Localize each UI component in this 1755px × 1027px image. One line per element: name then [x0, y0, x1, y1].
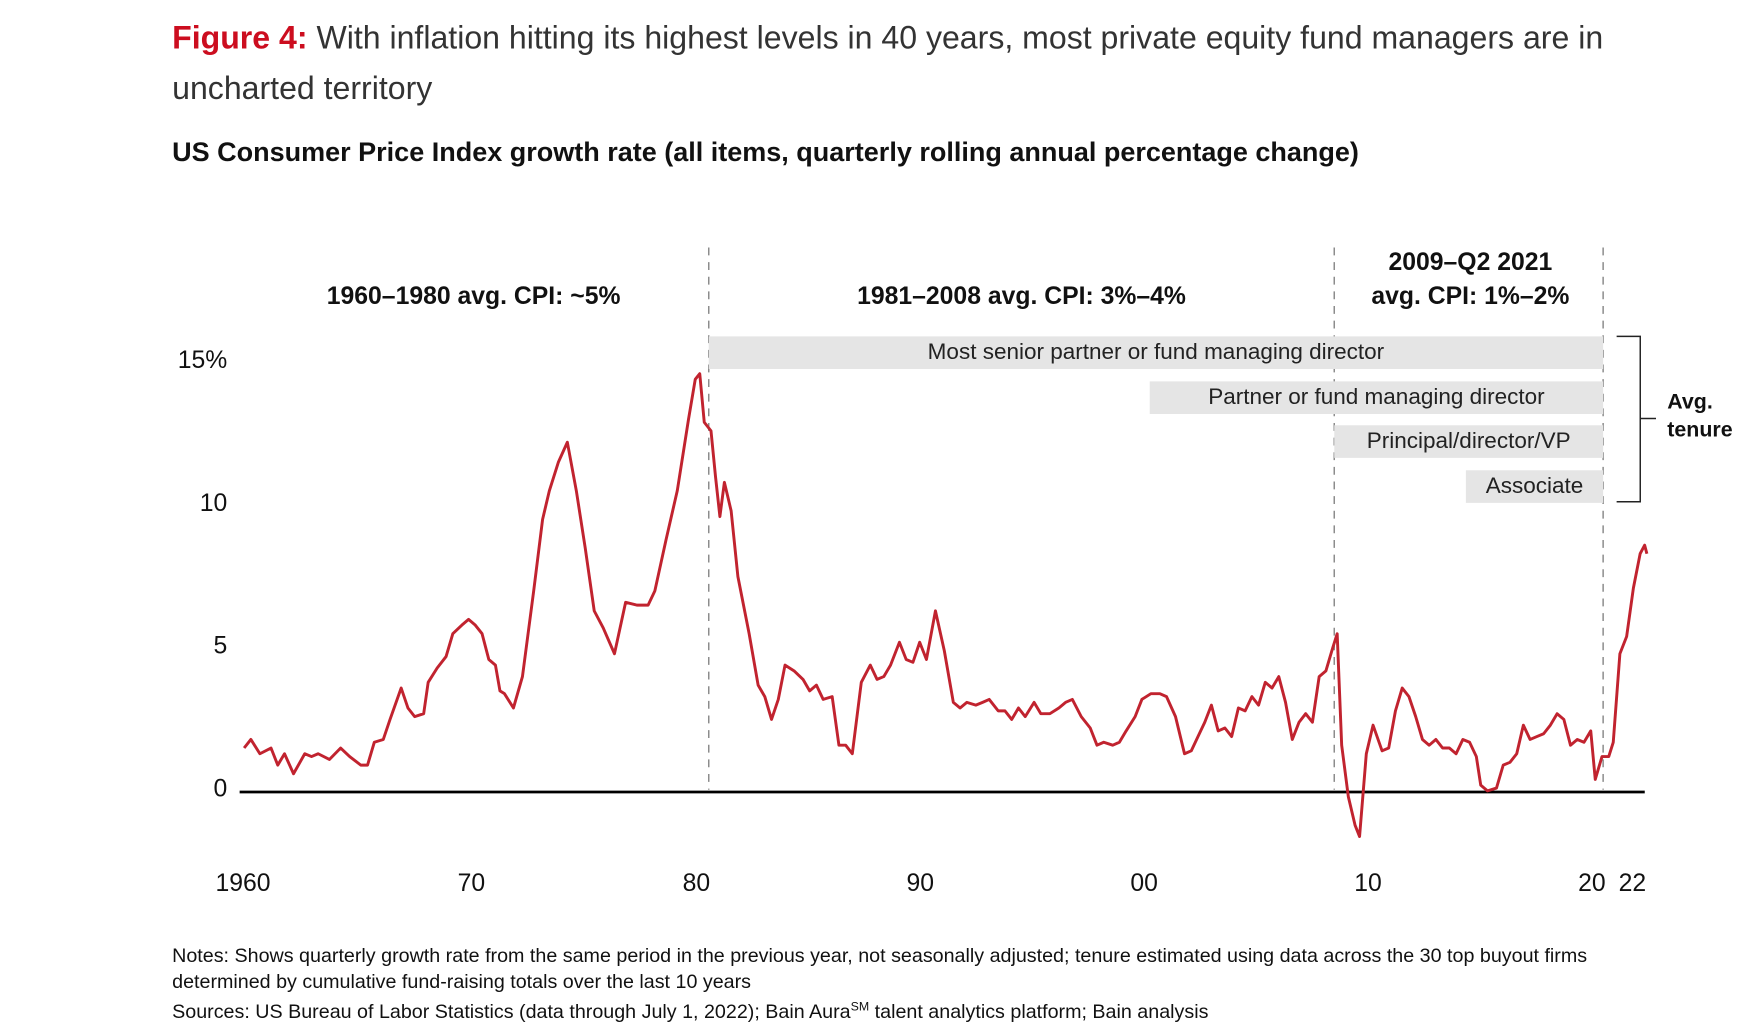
notes-line1: Notes: Shows quarterly growth rate from …: [172, 943, 1588, 967]
y-tick-label: 0: [213, 774, 228, 803]
x-tick-label: 90: [906, 868, 935, 897]
tenure-bar-most-senior-partner: Most senior partner or fund managing dir…: [708, 336, 1604, 369]
x-tick-label: 1960: [215, 868, 271, 897]
y-tick-label: 5: [213, 631, 228, 660]
period-3-label-line2: avg. CPI: 1%–2%: [1371, 281, 1570, 310]
tenure-bar-principal: Principal/director/VP: [1334, 425, 1604, 458]
period-1-label: 1960–1980 avg. CPI: ~5%: [326, 281, 621, 310]
x-tick-label: 20: [1578, 868, 1606, 897]
figure-label: Figure 4:: [172, 20, 308, 57]
tenure-bar-associate: Associate: [1465, 470, 1604, 503]
notes-line2: determined by cumulative fund-raising to…: [172, 969, 752, 993]
tenure-bracket: [1616, 335, 1656, 503]
figure-title: Figure 4: With inflation hitting its hig…: [172, 14, 1747, 115]
y-tick-label: 15%: [177, 345, 228, 374]
tenure-bar-partner: Partner or fund managing director: [1149, 381, 1604, 414]
chart-title: US Consumer Price Index growth rate (all…: [172, 137, 1359, 168]
y-tick-label: 10: [199, 488, 228, 517]
x-tick-label: 70: [457, 868, 486, 897]
sources: Sources: US Bureau of Labor Statistics (…: [172, 995, 1208, 1025]
figure-title-text: With inflation hitting its highest level…: [172, 20, 1604, 107]
x-tick-label: 22: [1618, 868, 1647, 897]
avg-tenure-line2: tenure: [1667, 418, 1733, 443]
service-mark: SM: [850, 1000, 870, 1014]
sources-text: Sources: US Bureau of Labor Statistics (…: [172, 999, 851, 1023]
avg-tenure-line1: Avg.: [1667, 390, 1713, 414]
cpi-series-line: [242, 372, 1649, 839]
avg-tenure-label: Avg. tenure: [1667, 388, 1732, 444]
x-tick-label: 10: [1354, 868, 1382, 897]
period-2-label: 1981–2008 avg. CPI: 3%–4%: [857, 281, 1186, 310]
period-3-label-line1: 2009–Q2 2021: [1388, 247, 1553, 276]
x-tick-label: 00: [1130, 868, 1158, 897]
x-tick-label: 80: [682, 868, 711, 897]
sources-text-end: talent analytics platform; Bain analysis: [869, 999, 1209, 1023]
period-3-label: 2009–Q2 2021 avg. CPI: 1%–2%: [1371, 245, 1569, 313]
